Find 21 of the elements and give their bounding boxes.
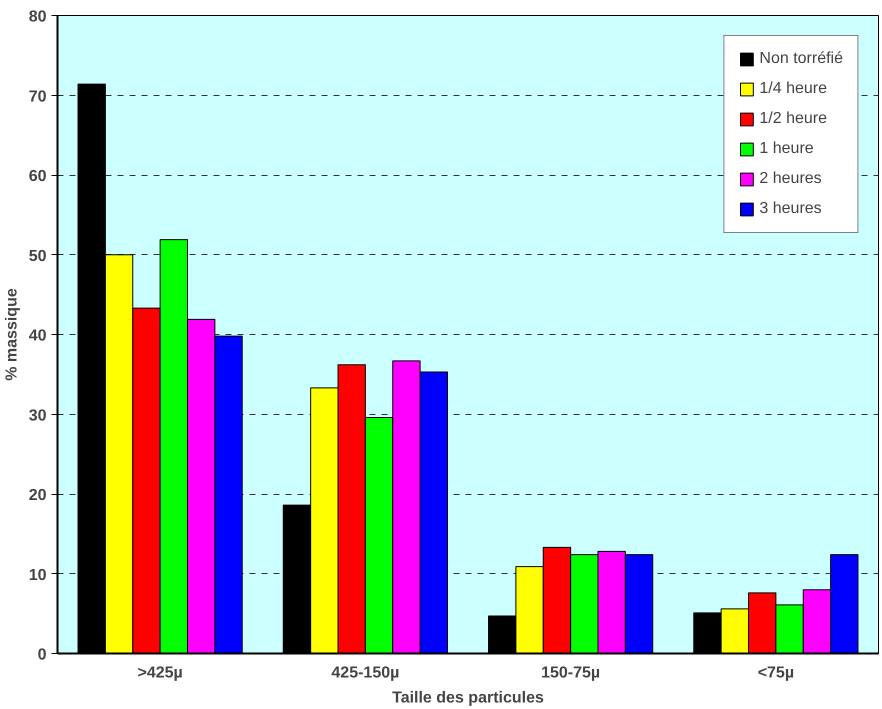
y-tick-label: 70	[28, 88, 47, 106]
y-tick-label: 30	[28, 407, 47, 424]
x-axis-title: Taille des particules	[392, 690, 544, 706]
legend-label: 1/2 heure	[759, 110, 828, 128]
legend-label: 1/4 heure	[759, 80, 828, 98]
y-tick-label: 60	[28, 168, 47, 185]
x-tick-label: 425-150µ	[331, 664, 400, 682]
x-tick-label: 150-75µ	[541, 664, 600, 682]
y-tick-label: 50	[28, 248, 47, 265]
y-tick-label: 10	[28, 566, 47, 584]
x-tick-label: <75µ	[758, 664, 794, 682]
y-tick-label: 0	[38, 646, 47, 664]
y-axis-title: % massique	[4, 288, 21, 381]
y-tick-label: 80	[28, 8, 47, 26]
y-tick-label: 20	[28, 487, 47, 504]
legend-label: 2 heures	[759, 170, 822, 188]
legend-label: 1 heure	[759, 140, 814, 158]
x-tick-label: >425µ	[137, 664, 183, 682]
legend-label: Non torréfié	[759, 50, 843, 68]
y-tick-label: 40	[28, 328, 47, 344]
legend-label: 3 heures	[759, 200, 822, 218]
